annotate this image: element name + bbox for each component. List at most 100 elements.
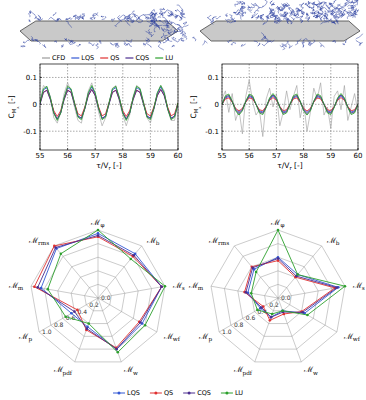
tick-label: 56 <box>245 152 254 160</box>
spray-stroke <box>347 16 349 18</box>
spray-stroke <box>210 19 213 25</box>
spray-stroke <box>227 21 233 23</box>
series-marker <box>255 271 258 274</box>
tick-label: 1.0 <box>222 328 232 335</box>
legend-label: CQS <box>197 389 211 397</box>
ship-hull <box>20 21 178 41</box>
spray-stroke <box>323 13 327 17</box>
spray-stroke <box>261 33 265 40</box>
spray-stroke <box>149 13 154 15</box>
spray-stroke <box>261 17 264 20</box>
spray-stroke <box>299 6 303 12</box>
spray-stroke <box>163 38 168 44</box>
series-marker <box>139 321 142 324</box>
series-marker <box>245 291 248 294</box>
spray-stroke <box>177 5 183 10</box>
axis-label: ℳpdf <box>233 365 253 376</box>
spray-stroke <box>356 41 361 46</box>
plot-frame <box>222 64 358 150</box>
grid-ring <box>31 230 165 362</box>
legend-swatch <box>113 393 125 394</box>
spray-stroke <box>153 19 156 21</box>
spray-stroke <box>328 19 332 22</box>
legend: LQSQSCQSLU <box>113 389 243 397</box>
grid-line <box>222 77 358 78</box>
series-marker <box>33 285 36 288</box>
axis-label: ℳs <box>172 281 185 291</box>
spray-stroke <box>164 29 167 33</box>
series-group <box>40 83 178 126</box>
text-part: φ <box>280 222 284 229</box>
spray-stroke <box>151 34 154 37</box>
spray-stroke <box>332 0 337 2</box>
axis-label: ℳwf <box>343 332 361 342</box>
spray-stroke <box>354 9 357 13</box>
series-marker <box>270 316 273 319</box>
spray-stroke <box>168 31 172 34</box>
spray-stroke <box>253 3 259 8</box>
spray-stroke <box>150 22 154 24</box>
tick-label: 59 <box>326 152 335 160</box>
legend-label: CQS <box>135 54 149 62</box>
spray-stroke <box>319 13 324 21</box>
spray-stroke <box>167 23 170 27</box>
series-marker <box>296 273 299 276</box>
spray-stroke <box>249 10 252 13</box>
spoke <box>31 286 98 298</box>
legend-label: QS <box>110 54 119 62</box>
grid-line <box>122 64 123 150</box>
text-part: w <box>313 370 318 376</box>
spray-stroke <box>175 10 180 13</box>
spray-stroke <box>102 17 106 20</box>
spray-stroke <box>338 10 342 11</box>
series-marker <box>269 319 272 322</box>
spray-stroke <box>66 21 72 28</box>
spray-stroke <box>82 14 85 17</box>
series-marker <box>86 327 89 330</box>
spray-stroke <box>160 9 163 12</box>
spray-stroke <box>251 17 253 18</box>
text-part: pdf <box>63 370 73 377</box>
spray-stroke <box>77 44 81 46</box>
text-part: φ <box>100 222 104 229</box>
spray-stroke <box>310 12 313 14</box>
tick-label: 0.2 <box>89 301 99 308</box>
text-part: w <box>133 370 138 376</box>
axis-label: ℳpdf <box>53 365 73 376</box>
spray-stroke <box>330 1 335 4</box>
series-group <box>33 229 166 354</box>
spray-stroke <box>330 10 334 14</box>
text-part: s <box>182 285 185 291</box>
spray <box>207 10 357 25</box>
axis-label: ℳb <box>146 236 160 246</box>
spray-stroke <box>133 11 139 16</box>
series-marker <box>251 266 254 269</box>
spray-stroke <box>287 3 290 6</box>
spray-stroke <box>175 14 178 19</box>
spray-stroke <box>161 28 163 31</box>
spray-stroke <box>146 42 151 47</box>
spoke <box>98 298 121 362</box>
spoke <box>75 298 98 362</box>
series-group <box>243 229 346 322</box>
text-part: wf <box>353 336 361 342</box>
tick-label: 0.1 <box>26 74 37 82</box>
spray-stroke <box>241 44 246 46</box>
spray-stroke <box>147 15 152 20</box>
axis-label: ℳp <box>198 332 212 343</box>
tick-label: -0.1 <box>23 128 37 136</box>
spray-stroke <box>232 17 236 22</box>
grid-line <box>67 64 68 150</box>
spray-stroke <box>235 3 238 7</box>
spray-stroke <box>314 12 319 14</box>
spray-stroke <box>225 19 232 21</box>
grid-line <box>330 64 331 150</box>
text-part: [-] <box>189 95 198 106</box>
spray-stroke <box>32 39 38 41</box>
series-line <box>222 80 358 136</box>
text-part: τ/V <box>96 161 109 170</box>
spray <box>233 0 358 22</box>
spray-stroke <box>227 40 232 42</box>
spray-stroke <box>254 10 259 13</box>
spray-stroke <box>335 4 341 11</box>
